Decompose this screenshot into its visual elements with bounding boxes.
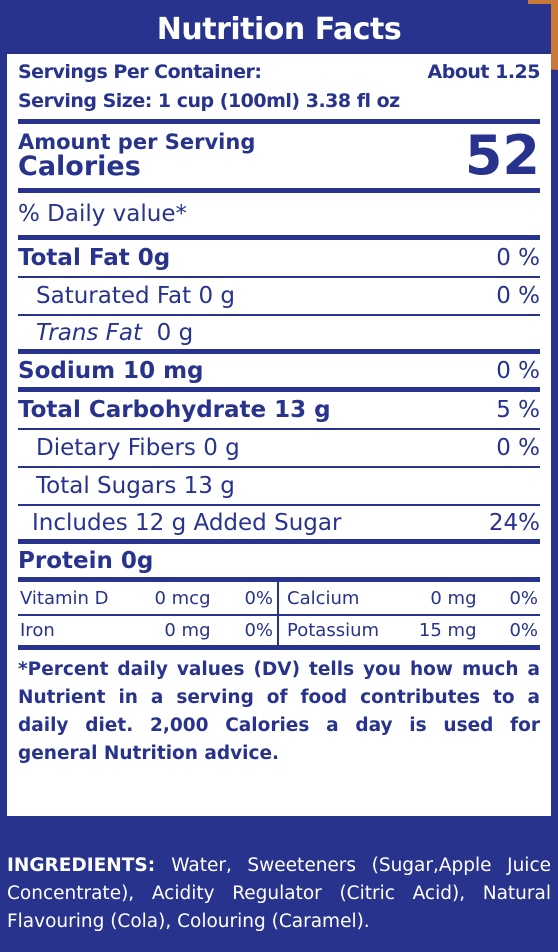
nutrient-percent: 5 %: [496, 397, 540, 423]
nutrient-label: Total Sugars 13 g: [36, 473, 235, 499]
vitamin-name: Vitamin D: [20, 587, 109, 609]
panel-body: Servings Per Container: About 1.25 Servi…: [18, 54, 541, 768]
nutrient-label: Protein 0g: [18, 547, 154, 574]
nutrient-row-dietary-fibers: Dietary Fibers 0 g 0 %: [18, 430, 540, 468]
nutrient-percent: 0 %: [496, 245, 540, 271]
nutrient-label: Dietary Fibers 0 g: [36, 435, 240, 461]
nutrient-label: Total Fat 0g: [18, 245, 171, 271]
vitamin-cell-calcium: Calcium 0 mg 0%: [279, 582, 540, 616]
ingredients-block: INGREDIENTS: Water, Sweeteners (Sugar,Ap…: [7, 852, 551, 936]
serving-size: Serving Size: 1 cup (100ml) 3.38 fl oz: [18, 89, 400, 112]
vitamin-pct: 0%: [509, 587, 538, 609]
vitamin-qty: 0 mg: [164, 620, 211, 641]
nutrient-label: Total Carbohydrate 13 g: [18, 397, 331, 423]
nutrient-percent: 24%: [488, 509, 540, 536]
calories-value: 52: [464, 124, 540, 187]
vitamins-table: Vitamin D 0 mcg 0% Calcium 0 mg 0% Iron …: [18, 582, 540, 650]
panel-title: Nutrition Facts: [7, 4, 551, 54]
vitamin-pct: 0%: [244, 587, 273, 609]
vitamin-name: Calcium: [287, 587, 360, 609]
nutrient-label: Includes 12 g Added Sugar: [32, 509, 342, 536]
nutrient-row-saturated-fat: Saturated Fat 0 g 0 %: [18, 278, 540, 316]
serving-size-row: Serving Size: 1 cup (100ml) 3.38 fl oz: [18, 86, 540, 115]
nutrient-label: Saturated Fat 0 g: [36, 283, 236, 309]
daily-value-header-label: % Daily value*: [18, 201, 187, 227]
trans-fat-amount: 0 g: [156, 319, 194, 346]
calories-label: Calories: [18, 151, 141, 182]
vitamin-qty: 15 mg: [418, 620, 477, 641]
vitamin-qty: 0 mcg: [154, 587, 211, 609]
nutrient-label: Sodium 10 mg: [18, 357, 204, 384]
nutrient-percent: 0 %: [496, 357, 540, 384]
vitamin-pct: 0%: [509, 620, 538, 641]
daily-value-footnote: *Percent daily values (DV) tells you how…: [18, 659, 540, 764]
vitamin-cell-vitamin-d: Vitamin D 0 mcg 0%: [18, 582, 279, 616]
divider-thick: [18, 119, 540, 124]
vitamin-cell-potassium: Potassium 15 mg 0%: [279, 616, 540, 650]
nutrient-row-total-fat: Total Fat 0g 0 %: [18, 240, 540, 278]
calories-row: Amount per Serving Calories 52: [18, 124, 540, 188]
servings-per-container-row: Servings Per Container: About 1.25: [18, 57, 541, 86]
vitamin-name: Iron: [20, 620, 55, 641]
nutrient-row-total-carbohydrate: Total Carbohydrate 13 g 5 %: [18, 392, 540, 430]
nutrient-row-sodium: Sodium 10 mg 0 %: [18, 354, 540, 392]
nutrient-percent: 0 %: [496, 435, 540, 461]
nutrient-row-protein: Protein 0g: [18, 544, 540, 582]
vitamin-qty: 0 mg: [430, 587, 477, 609]
ingredients-text: Water, Sweeteners (Sugar,Apple Juice Con…: [7, 855, 551, 932]
nutrient-row-total-sugars: Total Sugars 13 g: [18, 468, 540, 506]
divider-thick: [18, 188, 540, 193]
vitamin-cell-iron: Iron 0 mg 0%: [18, 616, 279, 650]
nutrient-label: Trans Fat 0 g: [18, 320, 193, 346]
vitamin-name: Potassium: [287, 620, 380, 641]
vitamin-pct: 0%: [244, 620, 273, 641]
nutrient-percent: 0 %: [496, 283, 540, 309]
ingredients-label: INGREDIENTS:: [7, 855, 156, 876]
amount-per-serving-label: Amount per Serving: [18, 130, 256, 154]
nutrient-row-trans-fat: Trans Fat 0 g: [18, 316, 540, 354]
servings-per-container-value: About 1.25: [427, 60, 541, 83]
nutrition-facts-panel: Nutrition Facts Servings Per Container: …: [7, 4, 551, 816]
trans-fat-italic-label: Trans Fat: [36, 319, 143, 346]
nutrient-row-added-sugar: Includes 12 g Added Sugar 24%: [18, 506, 540, 544]
daily-value-header: % Daily value*: [18, 193, 540, 240]
servings-per-container-label: Servings Per Container:: [18, 60, 262, 83]
